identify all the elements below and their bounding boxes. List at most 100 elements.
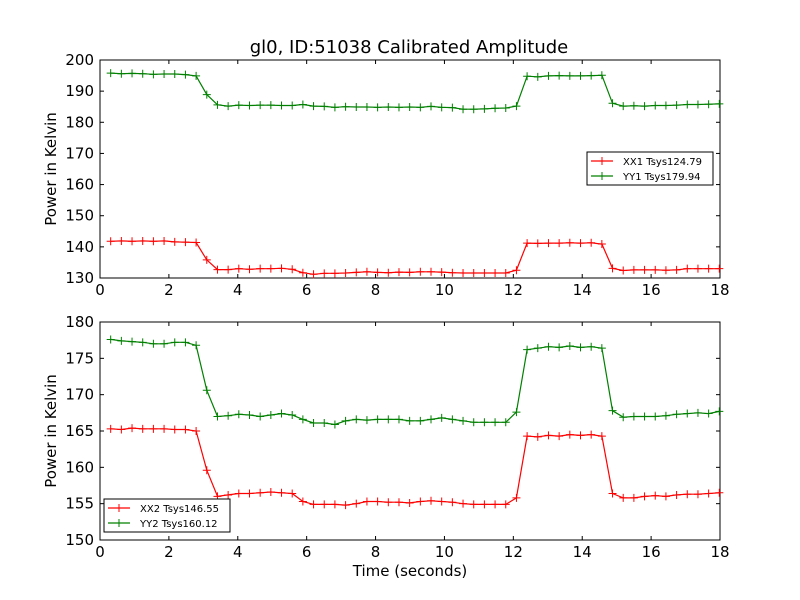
data-point <box>224 102 233 111</box>
x-tick-label: 18 <box>710 281 729 299</box>
x-tick-label: 12 <box>504 281 523 299</box>
x-tick-label: 18 <box>710 543 729 561</box>
data-point <box>629 412 638 421</box>
data-point <box>192 341 201 350</box>
legend-box <box>103 498 231 533</box>
axes-frame <box>99 59 721 279</box>
legend: XX2 Tsys146.55 YY2 Tsys160.12 <box>103 498 231 533</box>
data-point <box>480 418 489 427</box>
data-point <box>266 411 275 420</box>
data-point <box>245 101 254 110</box>
data-point <box>298 268 307 277</box>
data-point <box>330 269 339 278</box>
y-tick-label: 190 <box>65 82 94 100</box>
data-point <box>651 265 660 274</box>
data-point <box>469 418 478 427</box>
data-point <box>117 336 126 345</box>
x-tick-label: 12 <box>504 543 523 561</box>
legend-marker <box>115 504 123 512</box>
data-point <box>715 488 724 497</box>
data-point <box>619 266 628 275</box>
data-point <box>597 71 606 80</box>
legend-label: XX1 Tsys124.79 <box>623 157 702 168</box>
subplot-2: 0 2 4 6 8 10 12 14 16 18 150 155 160 165 170 175 180 Powe… <box>42 313 730 580</box>
data-point <box>683 100 692 109</box>
data-point <box>555 71 564 80</box>
x-tick-label: 6 <box>302 281 312 299</box>
data-point <box>362 103 371 112</box>
legend-box <box>586 151 714 186</box>
data-point <box>106 69 115 78</box>
data-point <box>170 237 179 246</box>
legend-label: YY1 Tsys179.94 <box>622 172 701 183</box>
data-point <box>640 265 649 274</box>
data-point <box>512 102 521 111</box>
data-point <box>405 103 414 112</box>
data-point <box>138 424 147 433</box>
data-point <box>597 344 606 353</box>
data-point <box>384 103 393 112</box>
data-point <box>501 500 510 509</box>
data-point <box>106 335 115 344</box>
data-point <box>480 104 489 113</box>
data-point <box>672 265 681 274</box>
data-point <box>555 343 564 352</box>
data-point <box>448 498 457 507</box>
data-point <box>373 497 382 506</box>
y-tick-label: 180 <box>65 313 94 331</box>
series-line <box>110 338 720 426</box>
y-tick-label: 140 <box>65 238 94 256</box>
data-point <box>576 343 585 352</box>
data-point <box>352 268 361 277</box>
data-point <box>213 412 222 421</box>
data-point <box>213 100 222 109</box>
legend-marker <box>598 157 606 165</box>
data-point <box>298 415 307 424</box>
data-point <box>224 265 233 274</box>
series-line <box>110 240 720 275</box>
data-point <box>352 103 361 112</box>
data-point <box>149 237 158 246</box>
data-point <box>480 269 489 278</box>
data-point <box>160 70 169 79</box>
data-point <box>448 103 457 112</box>
x-tick-label: 0 <box>95 543 105 561</box>
y-tick-label: 175 <box>65 349 94 367</box>
data-point <box>565 341 574 350</box>
data-point <box>693 100 702 109</box>
data-point <box>320 419 329 428</box>
data-point <box>362 267 371 276</box>
y-tick-label: 155 <box>65 495 94 513</box>
data-point <box>405 268 414 277</box>
data-point <box>565 238 574 247</box>
data-point <box>565 71 574 80</box>
data-point <box>117 69 126 78</box>
data-point <box>192 238 201 247</box>
x-tick-label: 8 <box>371 543 381 561</box>
data-point <box>661 411 670 420</box>
data-point <box>693 490 702 499</box>
data-point <box>224 490 233 499</box>
data-point <box>192 427 201 435</box>
data-point <box>533 344 542 353</box>
subplot-1: 0 2 4 6 8 10 12 14 16 18 130 140 150 160 170 180 190 200 P… <box>42 51 730 299</box>
data-point <box>416 416 425 425</box>
data-point <box>394 498 403 507</box>
data-point <box>715 264 724 273</box>
data-point <box>106 424 115 433</box>
data-point <box>715 99 724 108</box>
data-point <box>181 425 190 434</box>
data-point <box>341 102 350 111</box>
x-tick-label: 10 <box>435 543 454 561</box>
x-tick-label: 0 <box>95 281 105 299</box>
x-tick-label: 14 <box>573 281 592 299</box>
data-point <box>202 466 211 475</box>
data-point <box>512 493 521 502</box>
y-tick-label: 150 <box>65 531 94 549</box>
data-point <box>138 338 147 347</box>
y-tick-label: 160 <box>65 176 94 194</box>
data-point <box>170 425 179 434</box>
data-point <box>266 101 275 110</box>
data-point <box>459 105 468 114</box>
